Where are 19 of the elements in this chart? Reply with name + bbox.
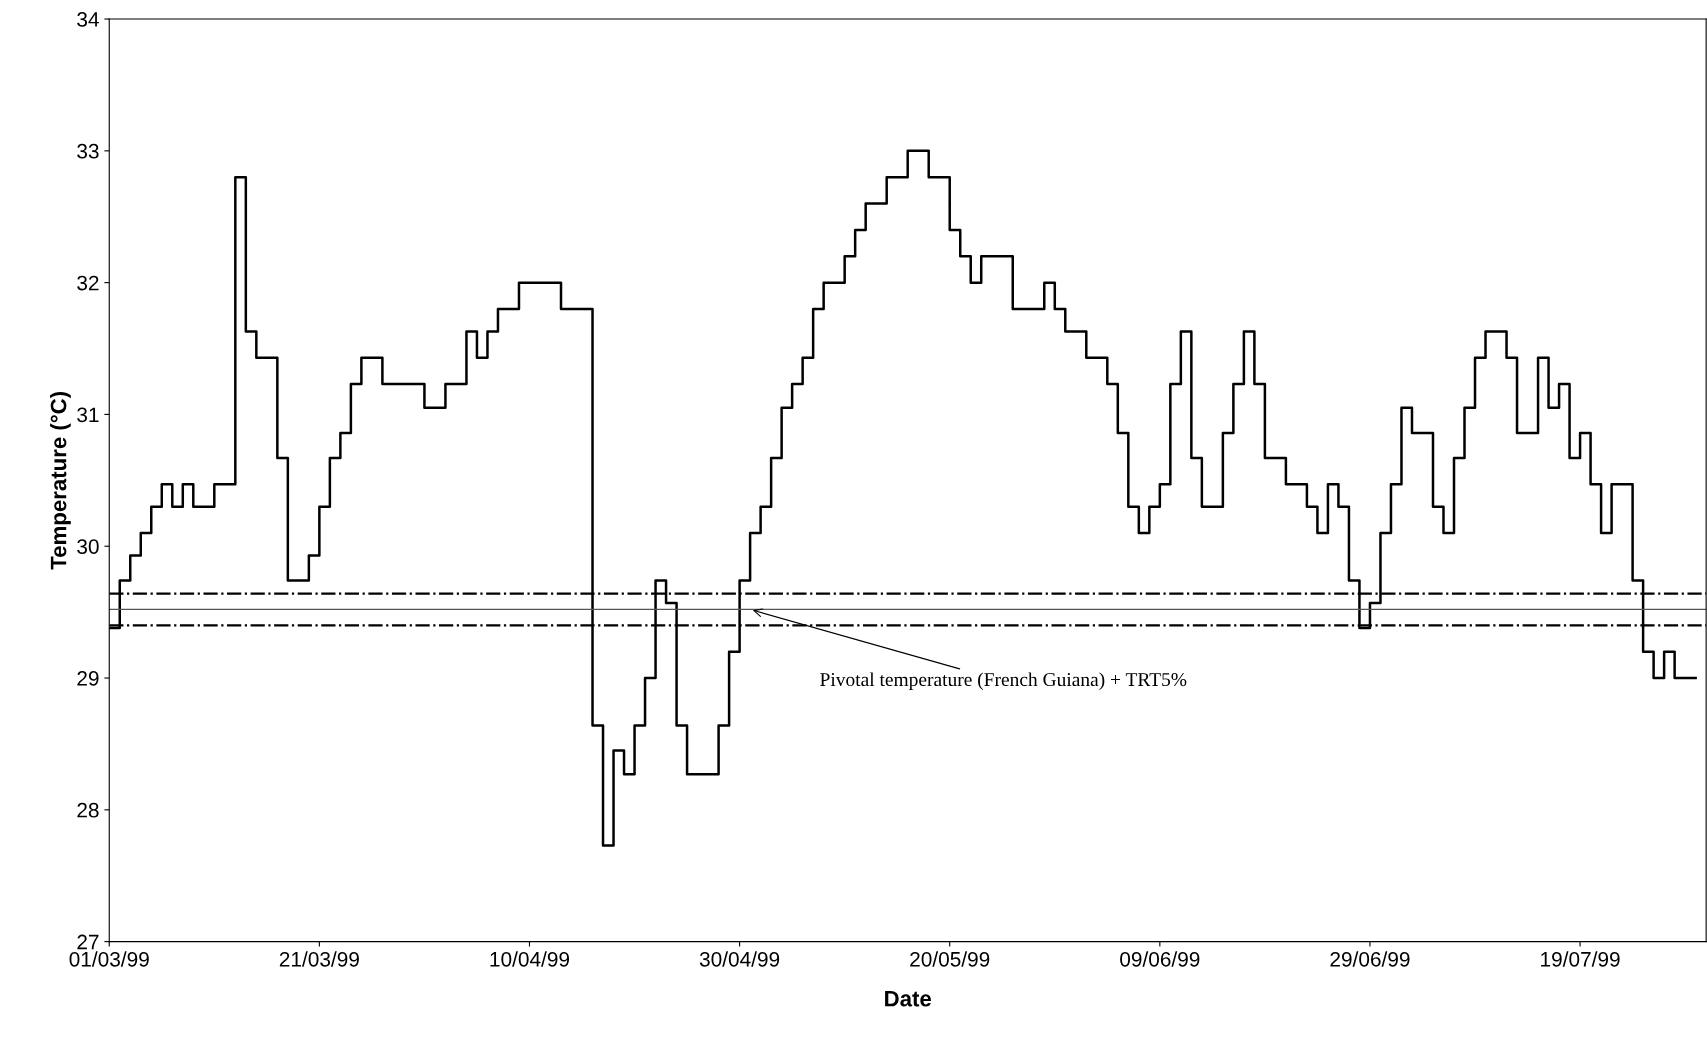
x-tick-label: 29/06/99 [1330,951,1410,967]
y-tick-label: 28 [77,802,99,818]
x-tick-label: 01/03/99 [69,951,149,967]
y-tick-label: 33 [77,143,99,159]
x-tick-label: 30/04/99 [699,951,780,967]
y-axis-title: Temperature (°C) [50,391,71,570]
x-tick-label: 10/04/99 [490,951,570,967]
annotation: Pivotal temperature (French Guiana) + TRT5% [820,672,1187,691]
y-tick-label: 27 [77,934,99,950]
y-tick-label: 29 [77,671,99,686]
y-tick-label: 31 [77,407,99,423]
y-tick-label: 30 [77,539,99,554]
x-tick-label: 21/03/99 [279,951,359,967]
y-tick-label: 32 [77,275,99,291]
x-axis-title: Date [885,991,932,1007]
x-tick-label: 19/07/99 [1541,951,1620,967]
y-tick-label: 34 [77,12,99,27]
x-tick-label: 09/06/99 [1120,951,1200,967]
x-tick-label: 20/05/99 [910,951,990,967]
